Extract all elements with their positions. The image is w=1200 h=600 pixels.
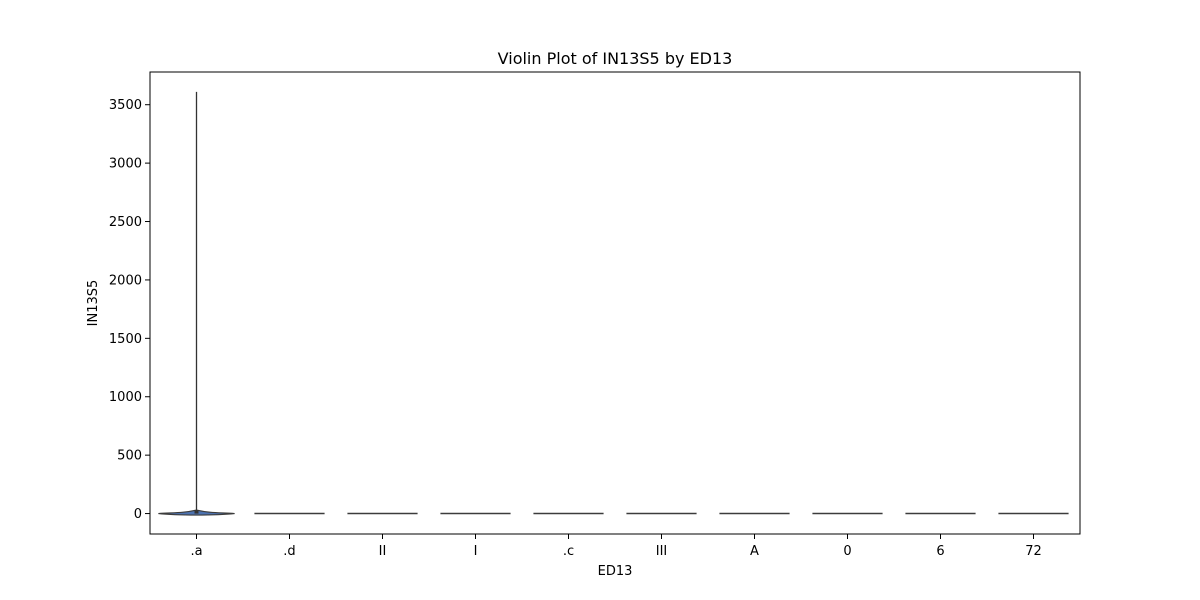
x-axis: .a .d II I .c III A 0 6 72: [190, 534, 1042, 559]
y-axis-title: IN13S5: [86, 280, 101, 327]
x-tick-label: 6: [936, 544, 944, 559]
y-tick-label: 2000: [109, 273, 142, 288]
x-tick-label: 0: [843, 544, 851, 559]
y-tick-label: 1000: [109, 390, 142, 405]
y-tick-label: 2500: [109, 215, 142, 230]
plot-frame: [149, 71, 1081, 535]
x-tick-label: III: [656, 544, 668, 559]
y-tick-label: 1500: [109, 332, 142, 347]
x-tick-label: .a: [190, 544, 202, 559]
x-tick-label: .d: [283, 544, 295, 559]
violin-group: [158, 91, 1069, 516]
y-tick-label: 0: [134, 507, 142, 522]
x-tick-label: I: [474, 544, 478, 559]
y-tick-label: 3000: [109, 157, 142, 172]
chart-title: Violin Plot of IN13S5 by ED13: [498, 49, 733, 68]
x-axis-title: ED13: [598, 564, 633, 579]
y-tick-label: 3500: [109, 98, 142, 113]
y-axis: 0 500 1000 1500 2000 2500 3000 3500: [109, 98, 150, 522]
y-tick-label: 500: [117, 449, 142, 464]
x-tick-label: A: [750, 544, 759, 559]
x-tick-label: II: [379, 544, 387, 559]
x-tick-label: 72: [1025, 544, 1042, 559]
x-tick-label: .c: [563, 544, 574, 559]
